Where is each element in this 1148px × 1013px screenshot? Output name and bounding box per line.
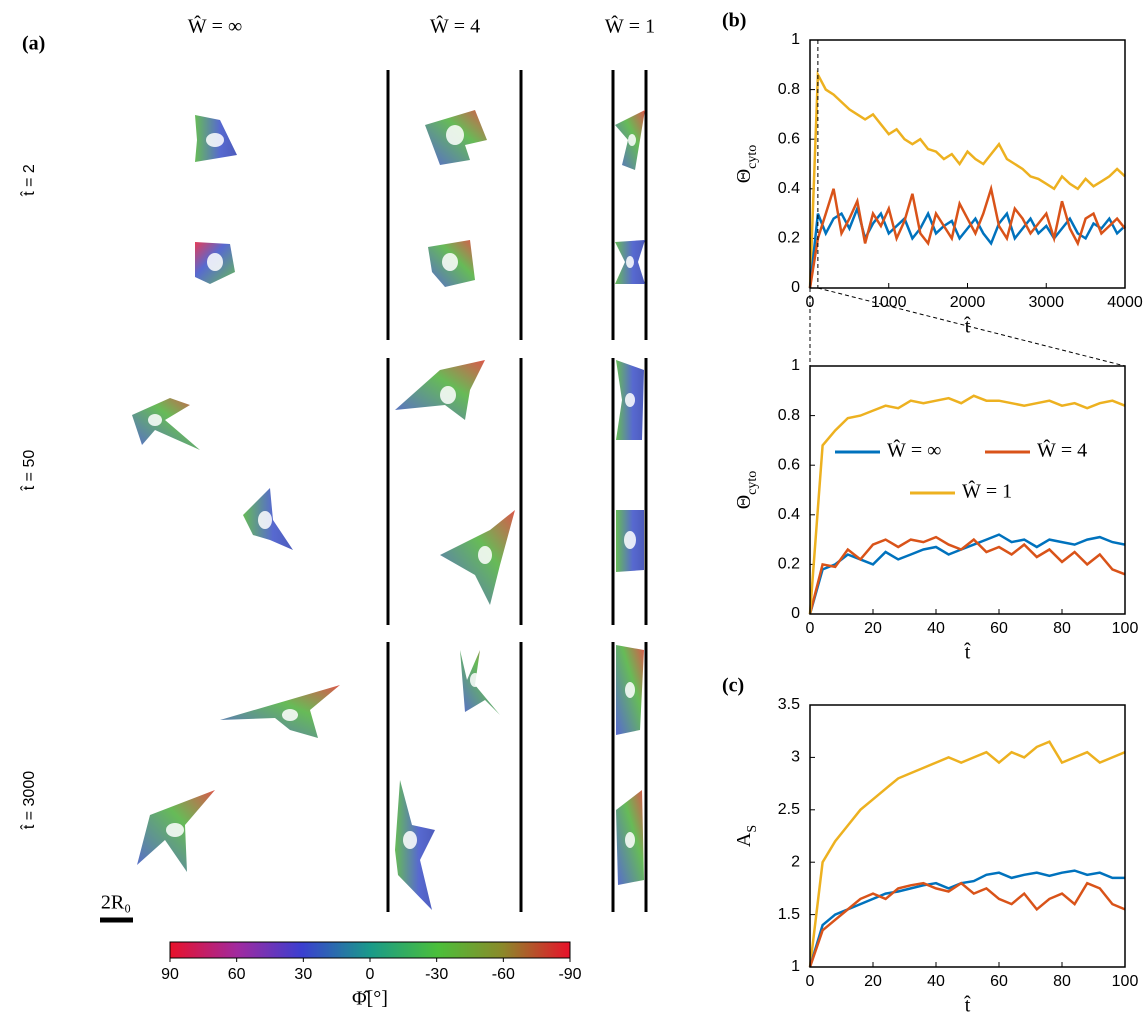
x-tick-label: 20 xyxy=(864,620,882,637)
y-tick-label: 0 xyxy=(791,605,800,622)
y-axis-label: Θcyto xyxy=(733,471,760,510)
x-tick-label: 20 xyxy=(864,973,882,990)
y-tick-label: 1 xyxy=(791,357,800,374)
x-tick-label: 2000 xyxy=(950,294,986,311)
colorbar-tick-label: 30 xyxy=(294,966,312,983)
x-tick-label: 40 xyxy=(927,973,945,990)
panel-label: (c) xyxy=(722,675,744,697)
zoom-connector xyxy=(817,287,1126,367)
legend-label: Ŵ = 4 xyxy=(1037,438,1087,462)
axes-box xyxy=(809,365,1126,615)
series-line xyxy=(808,535,1126,615)
colorbar-tick-label: 60 xyxy=(228,966,246,983)
y-axis-label-main: Θ xyxy=(733,495,755,509)
y-tick-label: 1 xyxy=(791,958,800,975)
series-line xyxy=(808,394,1126,615)
x-tick-label: 0 xyxy=(806,620,815,637)
series-line xyxy=(808,740,1126,968)
x-tick-label: 60 xyxy=(990,620,1008,637)
colorbar xyxy=(169,941,571,959)
x-tick-label: 80 xyxy=(1053,973,1071,990)
column-label: Ŵ = 4 xyxy=(430,14,480,38)
axes-box xyxy=(809,39,1126,289)
row-label: t̂ = 50 xyxy=(19,450,38,492)
column-label: Ŵ = 1 xyxy=(605,14,655,38)
series-line xyxy=(808,881,1126,968)
legend-label: Ŵ = ∞ xyxy=(887,438,941,462)
row-label: t̂ = 2 xyxy=(19,164,38,197)
y-tick-label: 0.8 xyxy=(778,81,800,98)
x-tick-label: 60 xyxy=(990,973,1008,990)
colorbar-tick-label: 0 xyxy=(366,966,375,983)
y-tick-label: 3.5 xyxy=(778,696,800,713)
colorbar-tick-label: -60 xyxy=(492,966,515,983)
y-axis-label-sub: cyto xyxy=(745,471,760,495)
y-tick-label: 0 xyxy=(791,279,800,296)
y-tick-label: 1 xyxy=(791,31,800,48)
y-axis-label-main: Θ xyxy=(733,169,755,183)
colorbar-label: Φ̂[°] xyxy=(352,988,388,1010)
column-label: Ŵ = ∞ xyxy=(188,14,242,38)
x-tick-label: 1000 xyxy=(871,294,907,311)
y-axis-label: AS xyxy=(733,825,760,847)
y-tick-label: 0.6 xyxy=(778,130,800,147)
y-tick-label: 0.6 xyxy=(778,456,800,473)
series-line xyxy=(808,183,1126,289)
y-axis-label-main: A xyxy=(733,832,755,847)
colorbar-tick-label: 90 xyxy=(161,966,179,983)
series-line xyxy=(808,533,1126,615)
y-tick-label: 0.4 xyxy=(778,506,800,523)
y-tick-label: 2.5 xyxy=(778,801,800,818)
x-axis-label: t̂ xyxy=(963,316,971,338)
series-line xyxy=(808,70,1126,289)
y-axis-label: Θcyto xyxy=(733,145,760,184)
y-tick-label: 0.2 xyxy=(778,230,800,247)
y-tick-label: 0.8 xyxy=(778,407,800,424)
x-tick-label: 100 xyxy=(1112,620,1139,637)
y-tick-label: 3 xyxy=(791,749,800,766)
y-tick-label: 1.5 xyxy=(778,906,800,923)
x-tick-label: 0 xyxy=(806,973,815,990)
x-axis-label: t̂ xyxy=(963,995,971,1013)
cell-shapes xyxy=(132,110,645,910)
x-tick-label: 100 xyxy=(1112,973,1139,990)
y-tick-label: 0.2 xyxy=(778,556,800,573)
colorbar-tick-label: -90 xyxy=(558,966,581,983)
x-tick-label: 4000 xyxy=(1107,294,1143,311)
panel-label: (b) xyxy=(722,10,746,32)
scale-bar-label: 2R₀ xyxy=(101,892,131,914)
y-axis-label-sub: cyto xyxy=(745,145,760,169)
y-tick-label: 2 xyxy=(791,853,800,870)
x-tick-label: 80 xyxy=(1053,620,1071,637)
series-line xyxy=(808,869,1125,968)
panel-label: (a) xyxy=(22,33,45,55)
y-tick-label: 0.4 xyxy=(778,180,800,197)
legend-label: Ŵ = 1 xyxy=(962,479,1012,503)
colorbar-tick-label: -30 xyxy=(425,966,448,983)
x-axis-label: t̂ xyxy=(963,642,971,664)
y-axis-label-sub: S xyxy=(745,825,760,833)
row-label: t̂ = 3000 xyxy=(19,771,38,830)
axes-box xyxy=(809,704,1126,968)
x-tick-label: 3000 xyxy=(1028,294,1064,311)
channel-walls xyxy=(386,70,648,912)
x-tick-label: 40 xyxy=(927,620,945,637)
